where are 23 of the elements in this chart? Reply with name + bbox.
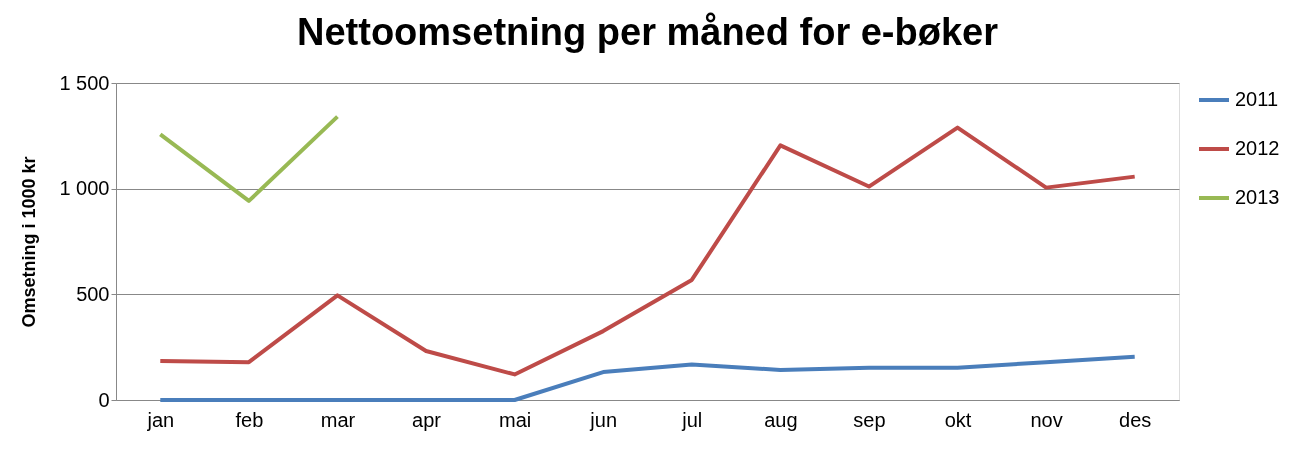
legend-label: 2013 <box>1235 186 1280 208</box>
x-tick-label: mar <box>320 408 356 431</box>
x-tick-label: feb <box>235 408 264 431</box>
y-tick-label: 500 <box>76 282 110 305</box>
y-tick-label: 1 000 <box>59 177 110 200</box>
x-tick-label: aug <box>764 408 798 431</box>
x-tick-label: jan <box>146 408 175 431</box>
legend-label: 2011 <box>1235 88 1279 110</box>
line-series <box>158 354 1137 402</box>
x-tick-label: nov <box>1030 408 1063 431</box>
chart-title: Nettoomsetning per måned for e-bøker <box>297 11 999 53</box>
y-tick-label: 0 <box>98 388 110 411</box>
x-tick-label: sep <box>853 408 886 431</box>
y-axis-title: Omsetning i 1000 kr <box>19 156 40 328</box>
x-tick-label: mai <box>499 408 532 431</box>
y-tick-label: 1 500 <box>59 71 110 94</box>
line-series <box>158 125 1137 377</box>
x-tick-label: okt <box>944 408 972 431</box>
x-tick-label: jun <box>589 408 618 431</box>
x-tick-label: jul <box>681 408 703 431</box>
legend-label: 2012 <box>1235 137 1280 159</box>
x-tick-label: apr <box>412 408 442 431</box>
x-tick-label: des <box>1119 408 1152 431</box>
